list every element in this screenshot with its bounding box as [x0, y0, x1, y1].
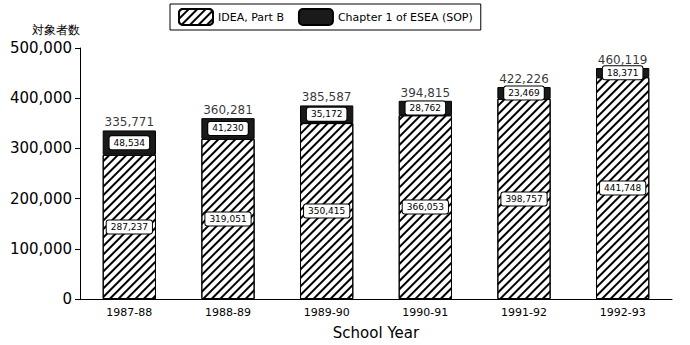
svg-text:300,000: 300,000: [10, 139, 72, 157]
svg-text:1989-90: 1989-90: [304, 306, 350, 319]
svg-text:100,000: 100,000: [10, 240, 72, 258]
svg-text:41,230: 41,230: [212, 123, 244, 133]
svg-text:200,000: 200,000: [10, 190, 72, 208]
svg-text:1991-92: 1991-92: [501, 306, 547, 319]
svg-text:350,415: 350,415: [308, 206, 345, 216]
svg-text:422,226: 422,226: [499, 72, 549, 86]
svg-text:1990-91: 1990-91: [402, 306, 448, 319]
svg-text:IDEA, Part B: IDEA, Part B: [218, 11, 284, 24]
svg-text:0: 0: [62, 290, 72, 308]
svg-text:400,000: 400,000: [10, 89, 72, 107]
svg-text:23,469: 23,469: [508, 88, 540, 98]
svg-text:35,172: 35,172: [311, 109, 343, 119]
svg-text:394,815: 394,815: [401, 86, 451, 100]
svg-text:1987-88: 1987-88: [106, 306, 152, 319]
svg-text:500,000: 500,000: [10, 39, 72, 57]
svg-text:287,237: 287,237: [111, 222, 148, 232]
svg-text:460,119: 460,119: [598, 53, 648, 67]
svg-text:319,051: 319,051: [209, 214, 246, 224]
svg-text:28,762: 28,762: [410, 103, 442, 113]
svg-text:School Year: School Year: [333, 324, 420, 342]
svg-text:385,587: 385,587: [302, 90, 352, 104]
svg-text:398,757: 398,757: [505, 194, 542, 204]
svg-text:対象者数: 対象者数: [32, 23, 80, 37]
svg-text:1992-93: 1992-93: [600, 306, 646, 319]
svg-text:366,053: 366,053: [407, 202, 444, 212]
svg-text:48,534: 48,534: [114, 138, 146, 148]
svg-text:1988-89: 1988-89: [205, 306, 251, 319]
svg-text:360,281: 360,281: [203, 103, 253, 117]
svg-text:Chapter 1 of ESEA (SOP): Chapter 1 of ESEA (SOP): [338, 11, 473, 24]
svg-text:18,371: 18,371: [607, 68, 639, 78]
svg-text:335,771: 335,771: [105, 115, 155, 129]
svg-text:441,748: 441,748: [604, 183, 641, 193]
